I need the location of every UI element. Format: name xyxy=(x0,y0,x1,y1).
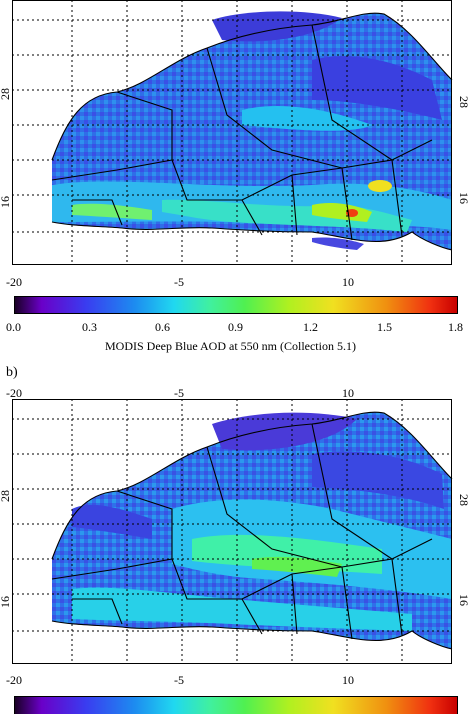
lat-tick-b-left-1: 28 xyxy=(0,490,12,502)
x-tick-b-top-2: -5 xyxy=(174,386,184,400)
x-tick-b-top-1: -20 xyxy=(6,386,22,400)
colorbar xyxy=(14,296,458,314)
colorbar-tick-0: 0.0 xyxy=(6,320,21,334)
lat-tick-a-left-1: 28 xyxy=(0,88,12,100)
x-tick-b-top-3: 10 xyxy=(342,386,354,400)
aod-field-a xyxy=(52,11,452,250)
x-tick-a-2: -5 xyxy=(174,275,184,289)
colorbar-tick-4: 1.2 xyxy=(303,320,318,334)
x-tick-b-bottom-2: -5 xyxy=(174,673,184,687)
map-frame-b xyxy=(12,399,452,664)
x-tick-a-1: -20 xyxy=(6,275,22,289)
colorbar-title: MODIS Deep Blue AOD at 550 nm (Collectio… xyxy=(105,339,356,353)
colorbar-tick-5: 1.5 xyxy=(377,320,392,334)
lat-tick-b-right-1: 28 xyxy=(457,494,471,506)
colorbar-tick-2: 0.6 xyxy=(155,320,170,334)
map-panel-b xyxy=(12,399,453,664)
lat-tick-a-right-2: 16 xyxy=(457,192,471,204)
lat-tick-b-left-2: 16 xyxy=(0,596,12,608)
x-tick-a-3: 10 xyxy=(342,275,354,289)
lat-tick-b-right-2: 16 xyxy=(457,594,471,606)
map-frame-a xyxy=(12,0,452,265)
colorbar-tick-6: 1.8 xyxy=(448,320,463,334)
x-tick-b-bottom-1: -20 xyxy=(6,673,22,687)
country-borders-b xyxy=(51,411,453,650)
colorbar-tick-3: 0.9 xyxy=(228,320,243,334)
colorbar-b xyxy=(14,696,458,714)
lat-tick-a-left-2: 16 xyxy=(0,196,12,208)
colorbar-tick-1: 0.3 xyxy=(82,320,97,334)
map-panel-a xyxy=(12,0,453,265)
lat-lon-grid-a xyxy=(12,0,452,265)
lat-tick-a-right-1: 28 xyxy=(457,96,471,108)
panel-b-label: b) xyxy=(6,365,18,380)
country-borders-a xyxy=(51,12,453,251)
lat-lon-grid-b xyxy=(12,399,452,664)
x-tick-b-bottom-3: 10 xyxy=(342,673,354,687)
